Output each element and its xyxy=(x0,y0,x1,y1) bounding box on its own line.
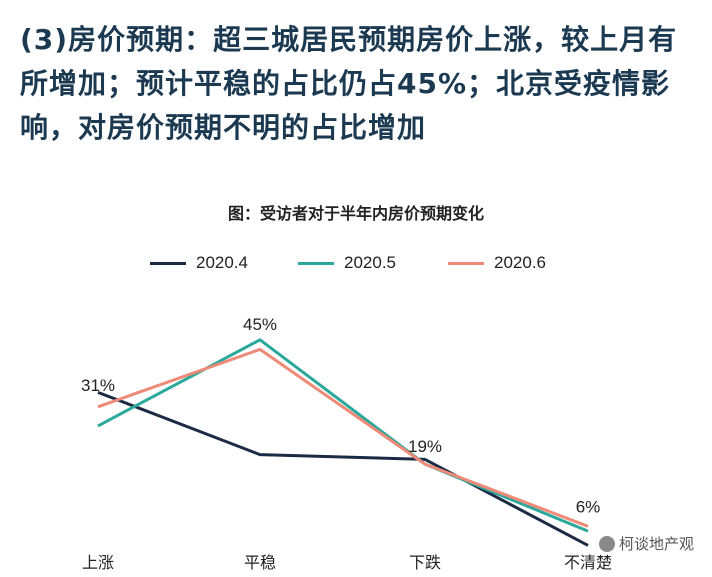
wechat-icon xyxy=(598,535,615,552)
legend-swatch-2020-5 xyxy=(298,261,334,265)
data-label: 6% xyxy=(576,497,601,516)
legend-item-2020-4: 2020.4 xyxy=(150,253,248,273)
legend-label-2020-6: 2020.6 xyxy=(494,253,546,272)
chart-legend: 2020.4 2020.5 2020.6 xyxy=(0,253,712,277)
legend-swatch-2020-6 xyxy=(448,261,484,265)
data-label: 19% xyxy=(408,437,442,456)
legend-item-2020-6: 2020.6 xyxy=(448,253,546,273)
legend-item-2020-5: 2020.5 xyxy=(298,253,396,273)
watermark: 柯谈地产观 xyxy=(594,532,698,555)
chart-title: 图：受访者对于半年内房价预期变化 xyxy=(227,204,484,223)
x-tick-label: 下跌 xyxy=(409,553,441,572)
series-line-2020-4 xyxy=(97,390,589,547)
headline: (3)房价预期：超三城居民预期房价上涨，较上月有所增加；预计平稳的占比仍占45%… xyxy=(20,23,678,144)
watermark-text: 柯谈地产观 xyxy=(618,535,694,553)
series-line-2020-6 xyxy=(97,347,589,528)
x-tick-label: 平稳 xyxy=(244,553,276,572)
series-line-2020-5 xyxy=(97,338,589,533)
x-tick-label: 上涨 xyxy=(82,553,114,572)
legend-swatch-2020-4 xyxy=(150,261,186,265)
data-label: 45% xyxy=(243,315,277,334)
legend-label-2020-5: 2020.5 xyxy=(344,253,396,272)
legend-label-2020-4: 2020.4 xyxy=(196,253,248,272)
data-label: 31% xyxy=(81,376,115,395)
x-tick-label: 不清楚 xyxy=(564,553,612,572)
